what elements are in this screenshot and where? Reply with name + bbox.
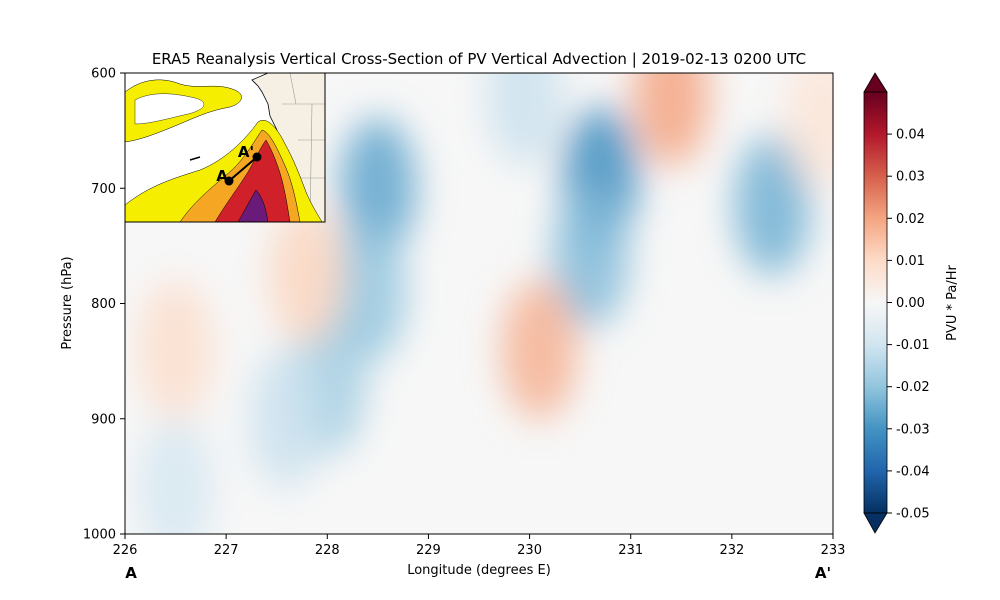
field-feature [339, 118, 416, 259]
y-tick-label: 600 [91, 67, 116, 82]
colorbar-label: PVU * Pa/Hr [945, 264, 960, 340]
inset-map: A A' [124, 72, 326, 223]
inset-point-a [224, 176, 234, 186]
colorbar-tick-label: 0.00 [896, 296, 925, 311]
x-tick-label: 226 [113, 543, 138, 558]
colorbar-extend-min [863, 512, 888, 534]
field-feature [486, 73, 563, 167]
x-tick-label: 232 [719, 543, 744, 558]
inset-section-line [228, 156, 258, 182]
inset-label-a: A [216, 167, 228, 185]
field-feature [552, 187, 629, 328]
colorbar-gradient [863, 91, 888, 514]
colorbar-extend-max [863, 72, 888, 93]
x-axis: 226 227 228 229 230 231 232 233 [113, 534, 846, 558]
colorbar-tick-label: 0.01 [896, 254, 925, 269]
colorbar-tick-label: -0.03 [896, 422, 930, 437]
field-feature [734, 135, 811, 276]
y-tick-label: 700 [91, 182, 116, 197]
plot-area [124, 72, 834, 535]
field-feature [784, 73, 833, 190]
inset-label-a-prime: A' [238, 143, 254, 161]
inset-frame [124, 72, 326, 223]
field-feature [137, 279, 214, 420]
section-end-label: A' [815, 564, 831, 582]
field-feature [248, 348, 325, 489]
x-tick-label: 230 [517, 543, 542, 558]
y-axis-label: Pressure (hPa) [60, 256, 75, 349]
x-axis-label: Longitude (degrees E) [407, 563, 551, 578]
colorbar-tick-label: -0.02 [896, 380, 930, 395]
y-axis: 600 700 800 900 1000 [83, 67, 125, 543]
colorbar: 0.04 0.03 0.02 0.01 0.00 -0.01 -0.02 -0.03 -0.04… [863, 72, 960, 534]
colorbar-ticks: 0.04 0.03 0.02 0.01 0.00 -0.01 -0.02 -0.03 -0.04… [887, 128, 930, 522]
inset-point-a-prime [252, 152, 262, 162]
colorbar-tick-label: 0.04 [896, 128, 925, 143]
inset-pv-red [214, 139, 291, 222]
x-tick-label: 227 [214, 543, 239, 558]
field-feature [633, 73, 710, 167]
section-start-label: A [125, 564, 137, 582]
y-tick-label: 900 [91, 412, 116, 427]
field-feature [501, 279, 578, 420]
chart-title: ERA5 Reanalysis Vertical Cross-Section o… [152, 50, 806, 68]
inset-pv-purple [237, 189, 269, 222]
field-feature [137, 417, 214, 534]
x-tick-label: 229 [416, 543, 441, 558]
colorbar-tick-label: -0.04 [896, 464, 930, 479]
y-tick-label: 800 [91, 297, 116, 312]
advection-field [137, 73, 833, 534]
x-tick-label: 231 [618, 543, 643, 558]
colorbar-tick-label: 0.02 [896, 212, 925, 227]
colorbar-tick-label: -0.01 [896, 338, 930, 353]
x-tick-label: 228 [315, 543, 340, 558]
colorbar-tick-label: -0.05 [896, 507, 930, 522]
field-feature [269, 204, 346, 345]
colorbar-tick-label: 0.03 [896, 170, 925, 185]
x-tick-label: 233 [821, 543, 846, 558]
y-tick-label: 1000 [83, 528, 116, 543]
